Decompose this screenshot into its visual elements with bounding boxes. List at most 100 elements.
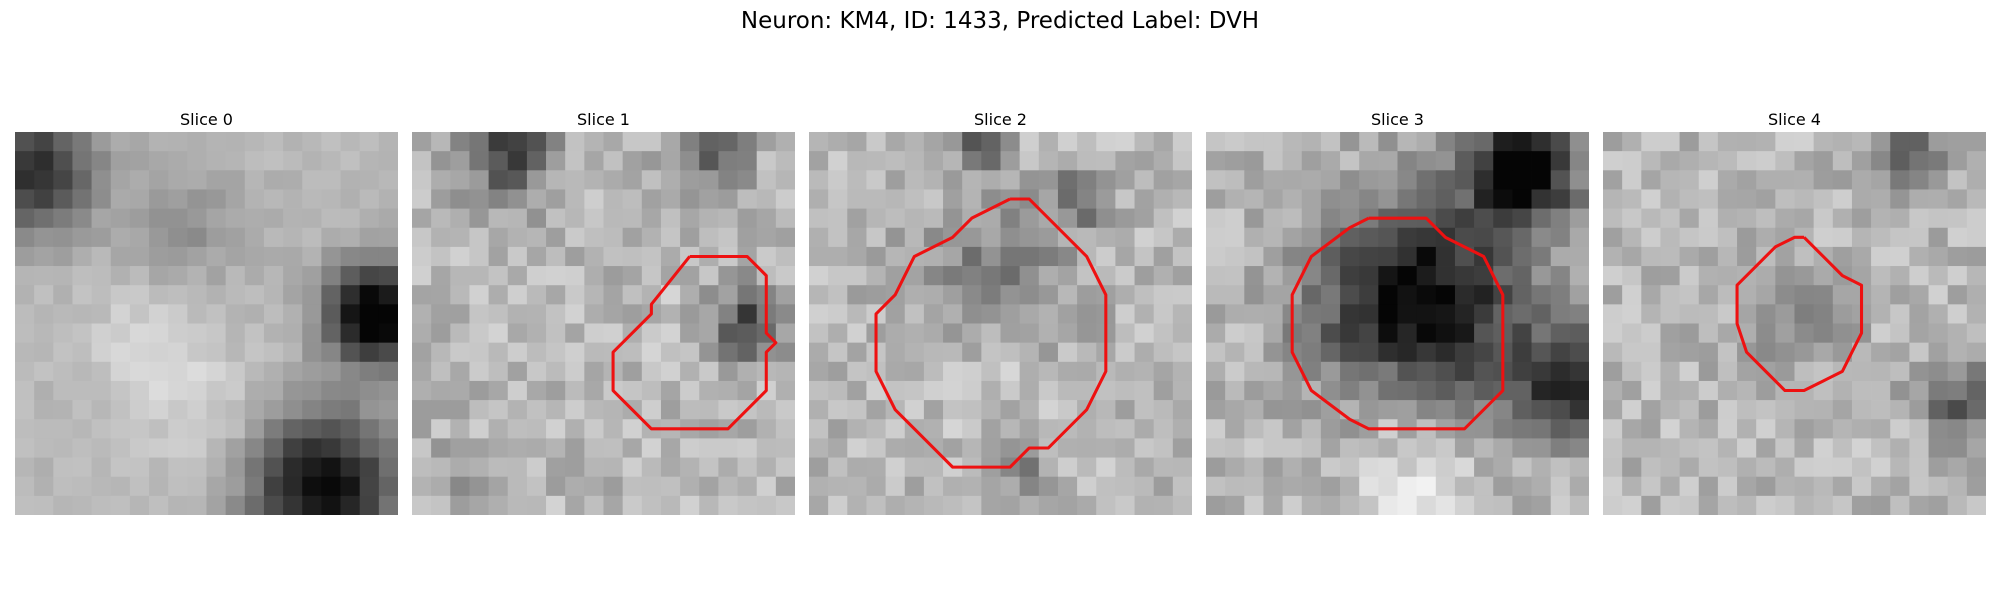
pixel xyxy=(1320,246,1341,267)
pixel xyxy=(1263,151,1283,171)
pixel xyxy=(72,227,92,248)
pixel xyxy=(1096,266,1116,286)
pixel xyxy=(1244,438,1264,458)
pixel xyxy=(1890,132,1910,152)
pixel xyxy=(1225,266,1245,286)
pixel xyxy=(225,227,246,248)
pixel xyxy=(321,151,341,171)
pixel xyxy=(1378,285,1398,305)
pixel xyxy=(1928,495,1949,515)
pixel xyxy=(469,476,489,497)
pixel xyxy=(660,342,681,363)
pixel xyxy=(847,246,867,267)
pixel xyxy=(699,304,719,324)
pixel xyxy=(1966,495,1986,515)
pixel xyxy=(1359,285,1379,305)
pixel xyxy=(1301,438,1322,458)
pixel xyxy=(660,400,681,420)
pixel xyxy=(1378,170,1398,190)
pixel xyxy=(1947,323,1968,344)
pixel xyxy=(1340,457,1360,478)
pixel xyxy=(321,342,341,363)
pixel xyxy=(149,476,169,497)
pixel xyxy=(1966,266,1986,286)
pixel xyxy=(546,419,566,439)
pixel xyxy=(847,495,867,515)
pixel xyxy=(283,400,303,420)
pixel xyxy=(1019,495,1040,515)
pixel xyxy=(1966,457,1986,478)
pixel xyxy=(110,457,131,478)
pixel xyxy=(340,170,361,190)
pixel xyxy=(1435,304,1456,324)
pixel xyxy=(507,495,528,515)
pixel xyxy=(1038,495,1059,515)
pixel xyxy=(412,208,432,229)
pixel xyxy=(1531,342,1552,363)
pixel xyxy=(1794,419,1815,439)
pixel xyxy=(302,457,322,478)
pixel xyxy=(1909,151,1929,171)
pixel xyxy=(1851,170,1872,190)
pixel xyxy=(263,227,284,248)
pixel xyxy=(359,323,380,344)
pixel xyxy=(775,495,795,515)
pixel xyxy=(225,495,246,515)
pixel xyxy=(283,246,303,267)
pixel xyxy=(1660,266,1680,286)
pixel xyxy=(1622,151,1642,171)
pixel xyxy=(775,457,795,478)
pixel xyxy=(1622,361,1642,382)
pixel xyxy=(412,380,432,401)
pixel xyxy=(168,227,188,248)
pixel xyxy=(1512,457,1532,478)
pixel xyxy=(225,246,246,267)
pixel xyxy=(565,285,585,305)
pixel xyxy=(565,151,585,171)
pixel xyxy=(1340,151,1360,171)
pixel xyxy=(1454,361,1475,382)
pixel xyxy=(1000,400,1021,420)
pixel xyxy=(1320,227,1341,248)
pixel xyxy=(1641,189,1661,209)
pixel xyxy=(206,419,227,439)
pixel xyxy=(660,323,681,344)
pixel xyxy=(1019,457,1040,478)
pixel xyxy=(15,419,35,439)
pixel xyxy=(110,132,131,152)
pixel xyxy=(1115,227,1135,248)
pixel xyxy=(1660,476,1680,497)
pixel xyxy=(72,189,92,209)
pixel xyxy=(756,495,777,515)
pixel xyxy=(1263,285,1283,305)
pixel xyxy=(1493,189,1513,209)
pixel xyxy=(641,266,662,286)
pixel xyxy=(53,266,73,286)
pixel xyxy=(1153,476,1174,497)
pixel xyxy=(962,304,982,324)
pixel xyxy=(847,170,867,190)
pixel xyxy=(546,361,566,382)
pixel xyxy=(359,419,380,439)
pixel xyxy=(53,189,73,209)
pixel xyxy=(53,227,73,248)
pixel xyxy=(1794,246,1815,267)
pixel xyxy=(1019,304,1040,324)
pixel xyxy=(1057,151,1078,171)
pixel xyxy=(1244,304,1264,324)
pixel xyxy=(1794,304,1815,324)
pixel xyxy=(149,457,169,478)
pixel xyxy=(660,208,681,229)
pixel xyxy=(225,342,246,363)
pixel xyxy=(1340,266,1360,286)
pixel xyxy=(565,380,585,401)
pixel xyxy=(1474,380,1494,401)
pixel xyxy=(1966,342,1986,363)
pixel xyxy=(1359,342,1379,363)
pixel xyxy=(206,361,227,382)
pixel xyxy=(1641,151,1661,171)
pixel xyxy=(904,227,925,248)
pixel xyxy=(1928,304,1949,324)
pixel xyxy=(1038,285,1059,305)
pixel xyxy=(1698,151,1719,171)
